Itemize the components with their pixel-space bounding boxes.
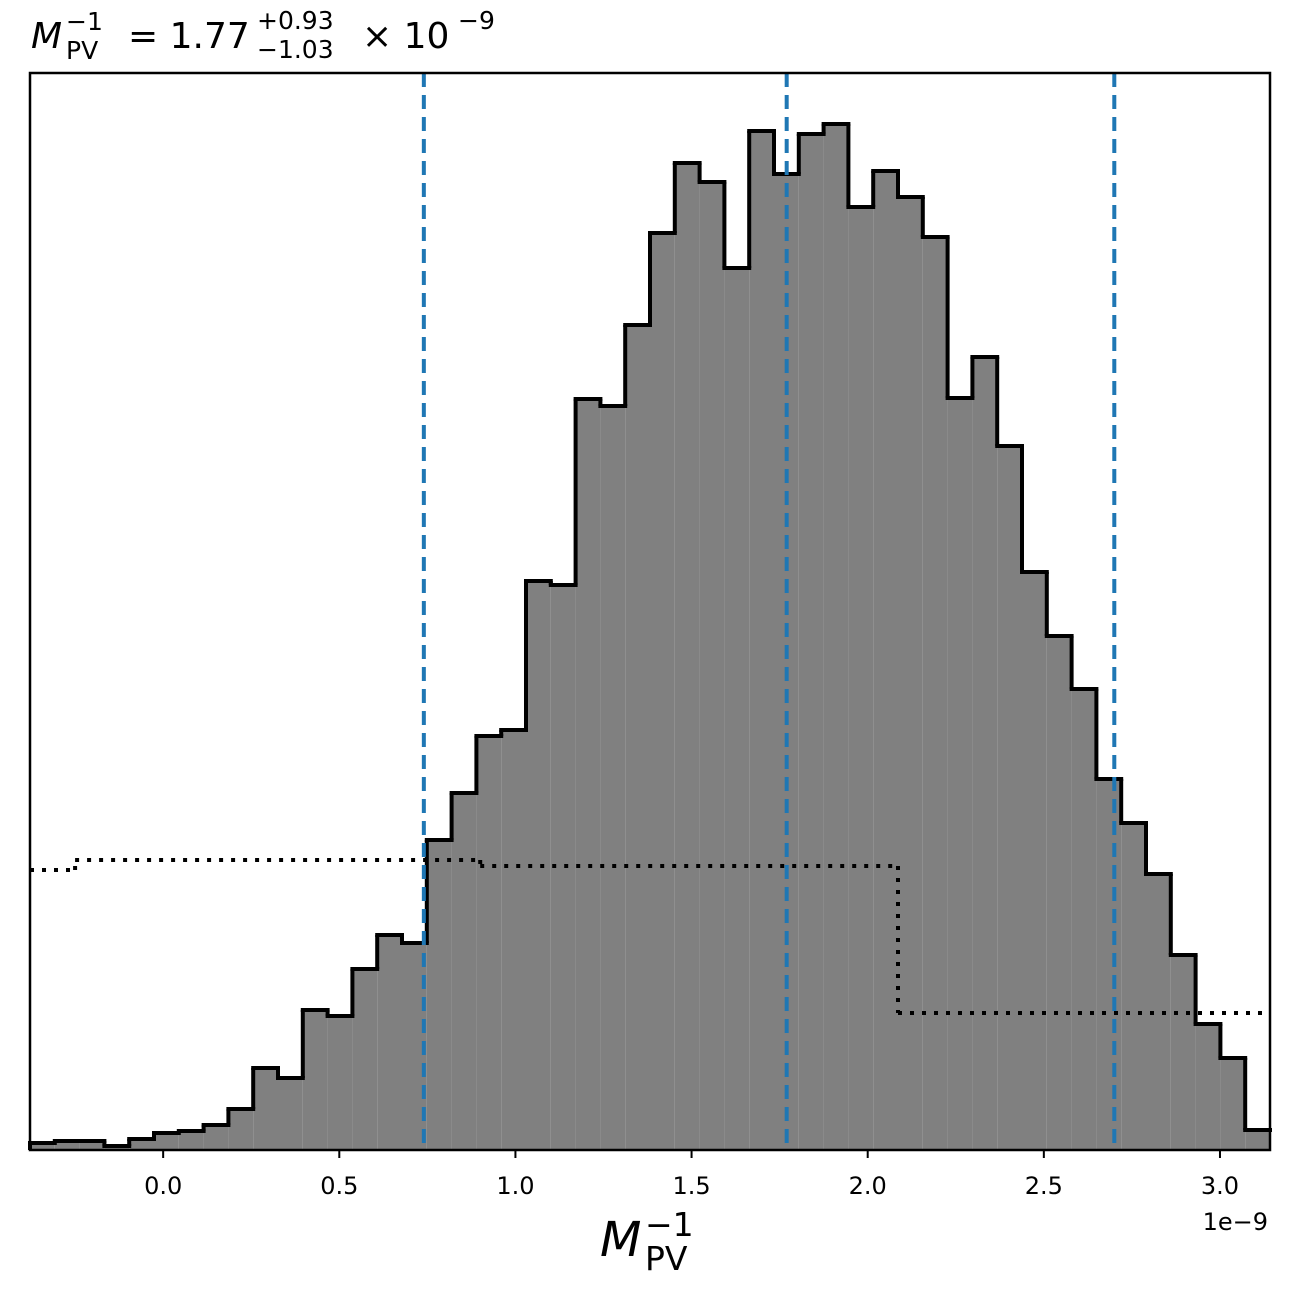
histogram-bar bbox=[327, 1016, 353, 1150]
title-subscript: PV bbox=[66, 36, 98, 65]
histogram-bar bbox=[922, 237, 948, 1150]
histogram-bar bbox=[302, 1010, 328, 1150]
histogram-bar bbox=[1195, 1024, 1221, 1150]
histogram-bar bbox=[1220, 1058, 1246, 1150]
histogram-bar bbox=[451, 793, 477, 1150]
x-tick-label: 1.5 bbox=[672, 1172, 710, 1200]
histogram-bar bbox=[476, 736, 502, 1150]
histogram-bar bbox=[278, 1078, 303, 1150]
histogram-bar bbox=[947, 398, 973, 1150]
x-offset-label: 1e−9 bbox=[1203, 1208, 1268, 1236]
histogram-bar bbox=[154, 1133, 179, 1150]
histogram-bar bbox=[377, 935, 402, 1150]
histogram-bar bbox=[873, 171, 898, 1150]
histogram-bar bbox=[1170, 955, 1196, 1150]
histogram-bar bbox=[823, 124, 849, 1150]
histogram-bar bbox=[228, 1109, 254, 1150]
histogram-bar bbox=[848, 207, 874, 1150]
title-tail: × 10 bbox=[362, 16, 449, 57]
title-lower: −1.03 bbox=[257, 35, 334, 64]
title-text: = 1.77 bbox=[128, 16, 250, 57]
histogram-bar bbox=[253, 1068, 278, 1150]
x-tick-label: 2.5 bbox=[1025, 1172, 1063, 1200]
histogram-bar bbox=[1022, 572, 1047, 1150]
histogram-bar bbox=[749, 131, 774, 1150]
title-symbol: M bbox=[31, 16, 62, 57]
x-tick-label: 2.0 bbox=[849, 1172, 887, 1200]
title-upper: +0.93 bbox=[257, 6, 334, 35]
histogram-bar bbox=[724, 268, 750, 1150]
histogram-bar bbox=[575, 399, 601, 1150]
histogram-bar bbox=[426, 840, 452, 1150]
histogram-bar bbox=[203, 1125, 229, 1150]
histogram-bar bbox=[1071, 689, 1097, 1150]
title-superscript: −1 bbox=[66, 7, 103, 36]
histogram-bar bbox=[1096, 779, 1122, 1150]
plot-frame bbox=[28, 71, 1272, 1152]
histogram-bar bbox=[650, 233, 675, 1150]
histogram-bar bbox=[352, 969, 378, 1150]
x-label-subscript: PV bbox=[645, 1239, 688, 1278]
histogram-bar bbox=[1121, 823, 1146, 1150]
x-tick-label: 3.0 bbox=[1201, 1172, 1239, 1200]
x-tick-label: 0.0 bbox=[144, 1172, 182, 1200]
histogram-bar bbox=[997, 446, 1022, 1150]
histogram-bar bbox=[600, 406, 626, 1150]
histogram-bar bbox=[972, 357, 998, 1150]
histogram-bar bbox=[54, 1141, 80, 1150]
histogram-bar bbox=[1146, 874, 1171, 1150]
histogram-bar bbox=[898, 197, 923, 1150]
histogram-bar bbox=[798, 134, 824, 1150]
histogram-bar bbox=[501, 730, 526, 1150]
histogram-bar bbox=[79, 1141, 105, 1150]
x-label-superscript: −1 bbox=[645, 1205, 694, 1244]
x-label-symbol: M bbox=[600, 1212, 641, 1268]
histogram-bar bbox=[699, 182, 725, 1150]
histogram-bar bbox=[1046, 636, 1072, 1150]
histogram-bar bbox=[30, 1143, 55, 1150]
histogram-bar bbox=[129, 1139, 154, 1150]
histogram-bar bbox=[625, 325, 650, 1150]
histogram-bar bbox=[1245, 1130, 1270, 1150]
title-exponent: −9 bbox=[458, 6, 495, 35]
x-tick-label: 1.0 bbox=[496, 1172, 534, 1200]
histogram-bar bbox=[178, 1131, 204, 1150]
histogram-bar bbox=[674, 163, 700, 1150]
x-tick-label: 0.5 bbox=[320, 1172, 358, 1200]
